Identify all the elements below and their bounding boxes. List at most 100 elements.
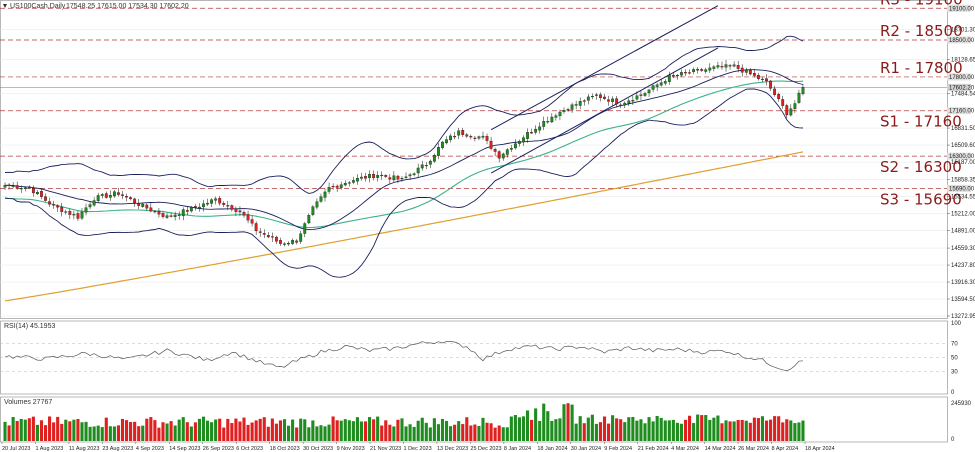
candle-body <box>11 185 15 187</box>
candle-body <box>104 193 108 198</box>
volume-bar <box>222 427 226 441</box>
candle-body <box>465 134 469 137</box>
candle-body <box>740 67 744 73</box>
volume-bar <box>631 416 635 441</box>
volume-bar <box>696 414 700 441</box>
candle-body <box>202 203 205 208</box>
candle-body <box>550 116 554 123</box>
date-tick-label: 8 Apr 2024 <box>772 446 799 452</box>
volume-bar <box>606 423 611 441</box>
candle-body <box>372 174 376 179</box>
candle-body <box>651 85 655 90</box>
candle-body <box>48 201 51 205</box>
candle-body <box>88 204 92 208</box>
price-tick-label: 17484.54 <box>951 92 975 98</box>
candle-body <box>757 75 760 79</box>
date-tick-label: 9 Feb 2024 <box>604 446 632 452</box>
price-tick-label: 15534.55 <box>951 195 975 201</box>
candle-body <box>193 206 197 208</box>
volume-bar <box>72 419 76 441</box>
candle-body <box>80 211 84 219</box>
candle-body <box>461 129 465 135</box>
candle-body <box>76 213 80 219</box>
candlesticks <box>3 59 805 247</box>
volume-bar <box>602 416 607 441</box>
candle-body <box>275 236 278 242</box>
candle-body <box>392 175 396 181</box>
candle-body <box>554 115 558 118</box>
volume-bar <box>534 408 538 441</box>
candle-body <box>270 236 274 238</box>
candle-body <box>457 130 461 136</box>
volume-bar <box>112 426 116 441</box>
candle-body <box>684 72 687 74</box>
candle-body <box>477 136 481 139</box>
candle-body <box>117 192 120 195</box>
volume-bar <box>769 419 773 441</box>
volume-bar <box>35 424 39 441</box>
date-tick-label: 21 Feb 2024 <box>638 446 669 452</box>
volume-bar <box>376 416 380 441</box>
volume-bar <box>266 426 270 441</box>
volume-bar <box>400 418 404 441</box>
date-axis: 20 Jul 2023 1 Aug 2023 11 Aug 2023 23 Aug 2… <box>1 442 835 452</box>
price-tick-label: 16187.00 <box>951 160 975 166</box>
volume-bar <box>440 418 445 441</box>
date-tick-label: 20 Jul 2023 <box>2 446 30 452</box>
volume-bar <box>655 415 659 441</box>
volume-bar <box>88 426 92 441</box>
candle-body <box>485 135 489 141</box>
volume-bar <box>789 420 793 441</box>
volume-bar <box>566 403 570 441</box>
volume-bar <box>465 417 469 441</box>
volume-bar <box>161 422 165 441</box>
candle-body <box>761 78 764 80</box>
candle-body <box>530 132 533 134</box>
volume-bar <box>185 422 189 441</box>
candle-body <box>129 197 132 200</box>
candle-body <box>680 72 683 76</box>
symbol-label: US100Cash,Daily <box>10 3 66 10</box>
volume-bar <box>339 420 343 441</box>
volume-bar <box>319 425 323 441</box>
volume-bar <box>469 425 473 441</box>
candle-body <box>538 126 542 131</box>
candle-body <box>716 65 720 68</box>
volume-bar <box>76 418 80 441</box>
date-tick-label: 9 Nov 2023 <box>337 446 365 452</box>
volume-bar <box>513 415 517 441</box>
level-tag-r1: 17800.00 <box>949 75 975 81</box>
candle-body <box>181 209 185 217</box>
level-tag-bg <box>947 184 971 192</box>
volume-bar <box>667 420 671 441</box>
volume-bar <box>189 426 193 441</box>
candle-body <box>793 103 797 109</box>
symbol-arrow-icon <box>3 4 7 8</box>
date-tick-label: 30 Oct 2023 <box>303 446 333 452</box>
volume-bar <box>124 420 129 441</box>
volume-bar <box>578 416 582 441</box>
level-tag-s1: 17160.00 <box>949 109 975 115</box>
candle-body <box>287 243 290 245</box>
volume-bar <box>303 419 307 441</box>
candle-body <box>724 64 728 68</box>
volume-bar <box>728 421 732 441</box>
candle-body <box>574 104 578 106</box>
volume-bar <box>736 419 740 441</box>
candle-body <box>125 196 128 198</box>
candle-body <box>590 95 594 98</box>
volume-bar <box>744 420 748 441</box>
volume-bar <box>594 423 598 441</box>
candle-body <box>303 223 307 234</box>
candle-body <box>291 239 295 244</box>
candle-body <box>493 148 497 152</box>
volume-bar <box>412 426 416 441</box>
volume-bar <box>68 421 72 441</box>
candle-body <box>526 132 529 139</box>
volume-bar <box>48 416 52 441</box>
volume-bar <box>278 420 283 441</box>
candle-body <box>161 213 165 217</box>
volume-bar <box>197 418 202 441</box>
volume-bar <box>497 425 501 441</box>
